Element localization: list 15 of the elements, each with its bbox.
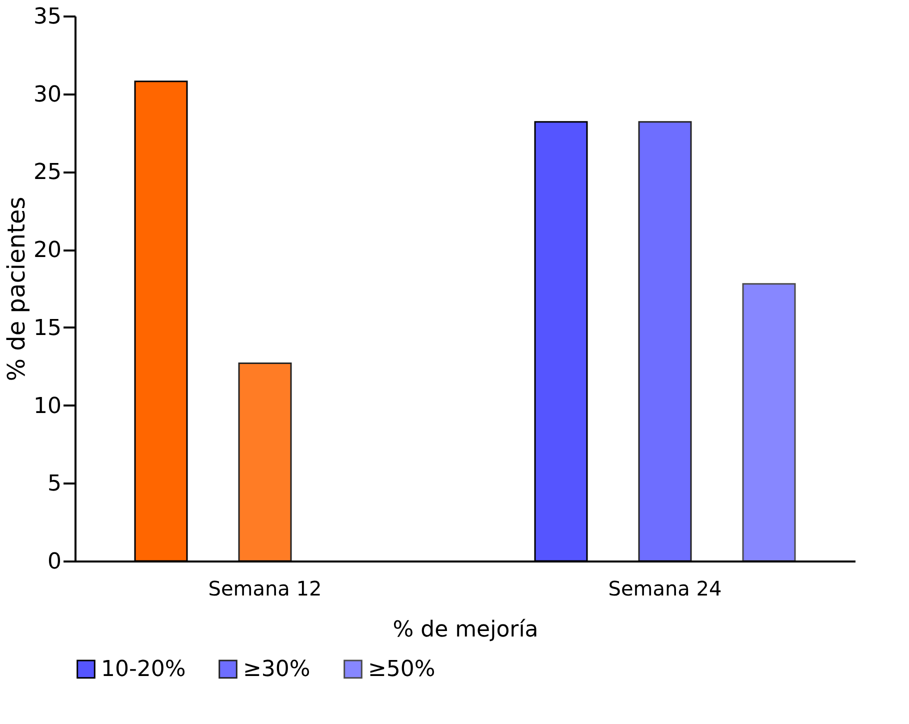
x-tick-label: Semana 24 [608, 576, 722, 600]
legend-label: ≥30% [243, 657, 310, 682]
x-tick-label: Semana 12 [208, 576, 322, 600]
y-tick-label: 0 [48, 550, 62, 574]
y-tick-label: 25 [34, 160, 62, 186]
y-tick-label: 5 [48, 472, 62, 497]
y-axis-title: % de pacientes [2, 196, 31, 382]
legend-label: 10-20% [101, 657, 186, 682]
x-axis-title: % de mejoría [392, 618, 538, 642]
y-tick-label: 30 [34, 82, 62, 108]
legend-label: ≥50% [368, 657, 436, 682]
y-tick-label: 10 [34, 394, 62, 419]
y-tick-label: 15 [34, 316, 62, 341]
y-tick-label: 20 [34, 238, 62, 264]
y-tick-label: 35 [34, 4, 62, 30]
